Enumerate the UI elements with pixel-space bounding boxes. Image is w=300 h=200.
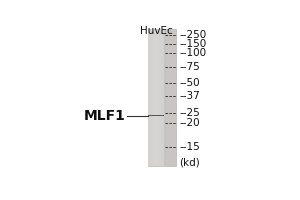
- Bar: [155, 29, 156, 166]
- Bar: [162, 29, 163, 166]
- Text: HuvEc: HuvEc: [140, 26, 172, 36]
- Bar: [165, 29, 176, 166]
- Bar: [148, 29, 149, 166]
- Text: --50: --50: [179, 78, 200, 88]
- Bar: [151, 29, 152, 166]
- Bar: [150, 29, 151, 166]
- Bar: [148, 29, 164, 166]
- Bar: [160, 29, 161, 166]
- Text: --25: --25: [179, 108, 200, 118]
- Bar: [156, 29, 157, 166]
- Text: MLF1: MLF1: [84, 109, 126, 123]
- Bar: [157, 29, 158, 166]
- Bar: [148, 115, 164, 116]
- Bar: [161, 29, 162, 166]
- Bar: [163, 29, 164, 166]
- Text: --20: --20: [179, 118, 200, 128]
- Text: --37: --37: [179, 91, 200, 101]
- Text: (kd): (kd): [179, 158, 200, 168]
- Bar: [149, 29, 150, 166]
- Text: --100: --100: [179, 48, 206, 58]
- Bar: [152, 29, 153, 166]
- Text: --15: --15: [179, 142, 200, 152]
- Text: --150: --150: [179, 39, 207, 49]
- Bar: [154, 29, 155, 166]
- Bar: [159, 29, 160, 166]
- Bar: [158, 29, 159, 166]
- Text: --75: --75: [179, 62, 200, 72]
- Text: --250: --250: [179, 30, 207, 40]
- Bar: [153, 29, 154, 166]
